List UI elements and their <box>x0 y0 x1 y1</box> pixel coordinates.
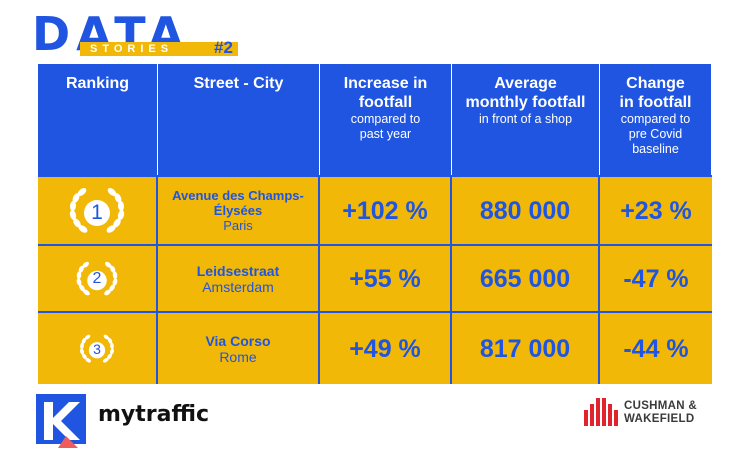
table-row-2-street: Leidsestraat Amsterdam <box>158 244 320 311</box>
increase-value: +49 % <box>349 334 421 363</box>
average-footfall-value: 665 000 <box>479 264 571 293</box>
street-name: Leidsestraat <box>196 262 280 279</box>
header-change: Change in footfall compared to pre Covid… <box>600 64 712 175</box>
average-footfall-value: 817 000 <box>479 334 571 363</box>
cushman-wakefield-logo: CUSHMAN & WAKEFIELD <box>584 398 714 430</box>
header-title: Change in footfall <box>619 75 692 111</box>
table-row-3-increase: +49 % <box>320 311 452 384</box>
cushman-line-2: WAKEFIELD <box>624 413 695 425</box>
increase-value: +55 % <box>349 264 421 293</box>
data-stories-logo: DATA STORIES #2 <box>32 6 252 66</box>
table-row-1-change: +23 % <box>600 175 712 244</box>
logo-band <box>80 42 238 56</box>
street-city: Paris <box>223 218 253 233</box>
header-title: Ranking <box>65 75 130 92</box>
table-row-3-rank: 3 <box>38 311 158 384</box>
rank-badge: 1 <box>57 183 137 239</box>
header-title: Average monthly footfall <box>465 75 586 111</box>
cushman-wakefield-logo-icon <box>584 398 618 426</box>
table-row-3-average: 817 000 <box>452 311 600 384</box>
header-subtitle: compared to past year <box>350 112 421 141</box>
rank-number: 2 <box>92 269 102 287</box>
laurel-wreath-icon <box>80 334 114 363</box>
ranking-table: Ranking Street - City Increase in footfa… <box>38 64 712 384</box>
header-street-city: Street - City <box>158 64 320 175</box>
header-increase: Increase in footfall compared to past ye… <box>320 64 452 175</box>
table-row-2-change: -47 % <box>600 244 712 311</box>
table-row-1-average: 880 000 <box>452 175 600 244</box>
header-ranking: Ranking <box>38 64 158 175</box>
cushman-line-1: CUSHMAN & <box>624 400 697 412</box>
header-title: Street - City <box>193 75 284 92</box>
logo-subtitle: STORIES <box>90 43 174 55</box>
table-row-2-rank: 2 <box>38 244 158 311</box>
header-subtitle: compared to pre Covid baseline <box>620 112 691 156</box>
rank-badge: 3 <box>72 331 122 367</box>
change-value: -44 % <box>623 334 689 363</box>
header-subtitle: in front of a shop <box>478 112 573 126</box>
average-footfall-value: 880 000 <box>479 196 571 225</box>
table-row-3-change: -44 % <box>600 311 712 384</box>
table-row-1-increase: +102 % <box>320 175 452 244</box>
change-value: +23 % <box>620 196 692 225</box>
logo-number: #2 <box>214 38 233 57</box>
cushman-wakefield-wordmark: CUSHMAN & WAKEFIELD <box>624 400 697 426</box>
header-title: Increase in footfall <box>343 75 428 111</box>
table-row-1-street: Avenue des Champs-Élysées Paris <box>158 175 320 244</box>
rank-number: 3 <box>93 340 101 357</box>
increase-value: +102 % <box>342 196 428 225</box>
street-name: Via Corso <box>205 332 271 349</box>
table-row-1-rank: 1 <box>38 175 158 244</box>
street-name: Avenue des Champs-Élysées <box>172 188 304 218</box>
rank-badge: 2 <box>67 257 127 301</box>
street-city: Amsterdam <box>202 278 274 295</box>
street-city: Rome <box>219 348 257 365</box>
table-row-3-street: Via Corso Rome <box>158 311 320 384</box>
mytraffic-logo-icon <box>36 394 86 448</box>
laurel-wreath-icon <box>76 261 118 295</box>
table-row-2-average: 665 000 <box>452 244 600 311</box>
header-average: Average monthly footfall in front of a s… <box>452 64 600 175</box>
table-row-2-increase: +55 % <box>320 244 452 311</box>
laurel-wreath-icon <box>69 187 125 233</box>
mytraffic-wordmark: mytraffic <box>98 402 210 427</box>
rank-number: 1 <box>91 200 103 224</box>
change-value: -47 % <box>623 264 689 293</box>
